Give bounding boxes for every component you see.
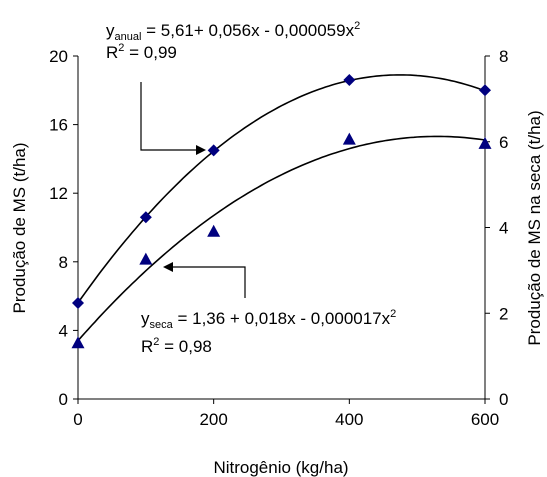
y-axis-left-title: Produção de MS (t/ha): [10, 142, 29, 313]
data-point-seca: [207, 224, 221, 237]
y-right-tick-label: 4: [499, 219, 508, 238]
y-left-tick-label: 20: [49, 47, 68, 66]
anual-r2-r: R: [106, 43, 118, 62]
seca-eq-text: = 1,36 + 0,018x - 0,000017x: [173, 309, 391, 328]
y-left-tick-label: 8: [59, 253, 68, 272]
svg-text:yanual = 5,61+ 0,056x - 0,0000: yanual = 5,61+ 0,056x - 0,000059x2: [106, 20, 360, 43]
y-right-tick-label: 6: [499, 133, 508, 152]
data-point-seca: [478, 136, 492, 149]
data-point-seca: [342, 132, 356, 145]
y-right-tick-label: 2: [499, 304, 508, 323]
anual-eq-y: y: [106, 21, 115, 40]
data-point-anual: [139, 211, 152, 224]
data-markers: [71, 74, 492, 349]
data-point-anual: [207, 144, 220, 157]
y-right-tick-label: 0: [499, 390, 508, 409]
y-right-tick-label: 8: [499, 47, 508, 66]
anual-eq-sup: 2: [354, 20, 360, 32]
data-point-anual: [479, 84, 491, 97]
data-point-anual: [343, 74, 356, 87]
data-point-anual: [72, 296, 84, 309]
fit-curves: [77, 74, 486, 342]
seca-eq-sub: seca: [150, 319, 174, 331]
svg-text:R2 = 0,99: R2 = 0,99: [106, 42, 177, 62]
callout-arrow-seca: [163, 262, 246, 298]
svg-text:yseca = 1,36 + 0,018x - 0,0000: yseca = 1,36 + 0,018x - 0,000017x2: [141, 308, 396, 331]
x-axis-title: Nitrogênio (kg/ha): [213, 458, 348, 477]
annotation-seca: yseca = 1,36 + 0,018x - 0,000017x2 R2 = …: [141, 308, 396, 356]
fit-curve-anual: [77, 74, 486, 304]
y-left-tick-label: 16: [49, 116, 68, 135]
x-tick-label: 600: [471, 410, 499, 429]
seca-r2-r: R: [141, 337, 153, 356]
anual-r2-sup: 2: [118, 42, 124, 54]
y-left-tick-label: 12: [49, 184, 68, 203]
annotation-anual: yanual = 5,61+ 0,056x - 0,000059x2 R2 = …: [106, 20, 360, 62]
seca-r2-sup: 2: [153, 336, 159, 348]
x-tick-label: 400: [335, 410, 363, 429]
x-tick-label: 0: [73, 410, 82, 429]
anual-eq-text: = 5,61+ 0,056x - 0,000059x: [141, 21, 354, 40]
anual-eq-sub: anual: [115, 31, 142, 43]
y-axis-right-title: Produção de MS na seca (t/ha): [525, 110, 544, 345]
fit-curve-seca: [77, 135, 486, 342]
data-point-seca: [71, 336, 85, 349]
seca-eq-y: y: [141, 309, 150, 328]
seca-eq-sup: 2: [390, 308, 396, 320]
seca-r2-value: = 0,98: [159, 337, 211, 356]
anual-r2-value: = 0,99: [124, 43, 176, 62]
callout-arrow-anual: [140, 82, 206, 155]
svg-text:R2 = 0,98: R2 = 0,98: [141, 336, 212, 356]
x-tick-label: 200: [199, 410, 227, 429]
y-left-tick-label: 0: [59, 390, 68, 409]
y-left-tick-label: 4: [59, 321, 68, 340]
data-point-seca: [139, 252, 153, 265]
